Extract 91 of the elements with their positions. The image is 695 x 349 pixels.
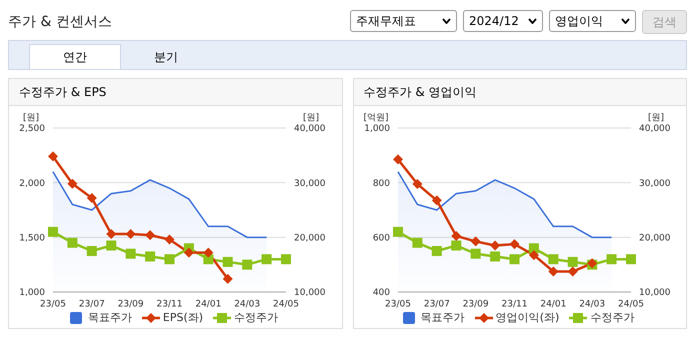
x-tick-label: 23/05	[384, 299, 410, 310]
point	[86, 246, 97, 256]
point	[262, 254, 272, 264]
point	[392, 154, 402, 164]
legend-label: EPS(좌)	[162, 310, 204, 325]
point	[126, 229, 136, 240]
point	[281, 254, 291, 264]
point	[431, 246, 442, 256]
y2-tick-label: 30,000	[638, 178, 670, 189]
x-tick-label: 23/07	[423, 299, 450, 310]
x-tick-label: 23/11	[156, 299, 182, 310]
y-tick-label: 1,000	[19, 288, 46, 298]
y-axis-title: [원]	[22, 113, 40, 123]
point	[567, 256, 578, 267]
point	[490, 251, 500, 262]
point	[392, 226, 402, 237]
y-tick-label: 600	[372, 234, 390, 244]
chart-title: 수정주가 & EPS	[9, 79, 342, 106]
point	[145, 251, 156, 262]
point	[509, 254, 519, 264]
point	[126, 248, 136, 259]
point	[67, 238, 78, 248]
point	[203, 248, 214, 258]
y2-tick-label: 40,000	[294, 124, 326, 134]
point	[106, 240, 116, 251]
point	[86, 192, 97, 203]
point	[450, 240, 461, 251]
point	[48, 226, 58, 237]
point	[626, 254, 636, 264]
legend-label: 수정주가	[590, 310, 634, 325]
x-tick-label: 24/01	[540, 299, 566, 310]
point	[164, 234, 174, 245]
y2-tick-label: 10,000	[638, 288, 670, 298]
point	[470, 248, 480, 259]
text: 2024/12	[469, 14, 519, 28]
y2-tick-label: 10,000	[294, 288, 326, 298]
point	[548, 254, 558, 264]
y2-tick-label: 30,000	[294, 178, 326, 189]
text: 주재무제표	[356, 12, 416, 30]
chart-title: 수정주가 & 영업이익	[354, 79, 686, 106]
y-tick-label: 1,000	[364, 124, 390, 134]
point	[509, 239, 519, 250]
point	[412, 179, 422, 190]
legend-label: 목표주가	[88, 310, 132, 325]
point	[548, 266, 558, 276]
point	[606, 254, 616, 264]
y2-axis-title: [원]	[302, 113, 320, 123]
text: 분기	[153, 48, 179, 66]
x-tick-label: 24/03	[234, 299, 260, 310]
point	[67, 178, 78, 189]
x-tick-label: 23/09	[462, 299, 488, 310]
y2-tick-label: 20,000	[638, 234, 670, 244]
y-tick-label: 1,500	[19, 234, 46, 244]
point	[48, 151, 58, 162]
x-tick-label: 23/09	[118, 299, 144, 310]
y2-axis-title: [원]	[647, 113, 664, 123]
x-tick-label: 23/07	[78, 299, 105, 310]
x-tick-label: 23/11	[501, 299, 527, 310]
point	[145, 230, 156, 240]
x-tick-label: 23/05	[40, 299, 66, 310]
y-tick-label: 800	[372, 178, 390, 189]
x-tick-label: 24/03	[578, 299, 605, 310]
y-axis-title: [억원]	[362, 113, 388, 123]
point	[490, 240, 500, 251]
x-tick-label: 24/05	[618, 299, 644, 310]
y2-tick-label: 40,000	[638, 124, 670, 134]
point	[567, 266, 578, 276]
point	[222, 274, 233, 284]
y-tick-label: 400	[372, 288, 390, 298]
y-tick-label: 2,000	[19, 178, 46, 189]
text: 검색	[642, 10, 687, 34]
point	[164, 254, 174, 264]
point	[528, 250, 538, 260]
point	[242, 260, 252, 270]
legend-label: 목표주가	[420, 310, 465, 325]
x-tick-label: 24/01	[195, 299, 222, 310]
legend-label: 수정주가	[234, 310, 278, 325]
point	[106, 229, 116, 240]
y2-tick-label: 20,000	[294, 234, 326, 244]
text: 연간	[29, 44, 121, 69]
point	[184, 248, 194, 258]
x-tick-label: 24/05	[273, 299, 299, 310]
legend-label: 영업이익(좌)	[496, 310, 560, 325]
text: 주가 & 컨센서스	[8, 13, 112, 31]
text: 영업이익	[555, 12, 603, 30]
point	[450, 230, 461, 241]
y-tick-label: 2,500	[19, 124, 46, 134]
point	[222, 256, 233, 267]
point	[470, 236, 480, 246]
point	[412, 238, 422, 248]
point	[431, 195, 442, 206]
